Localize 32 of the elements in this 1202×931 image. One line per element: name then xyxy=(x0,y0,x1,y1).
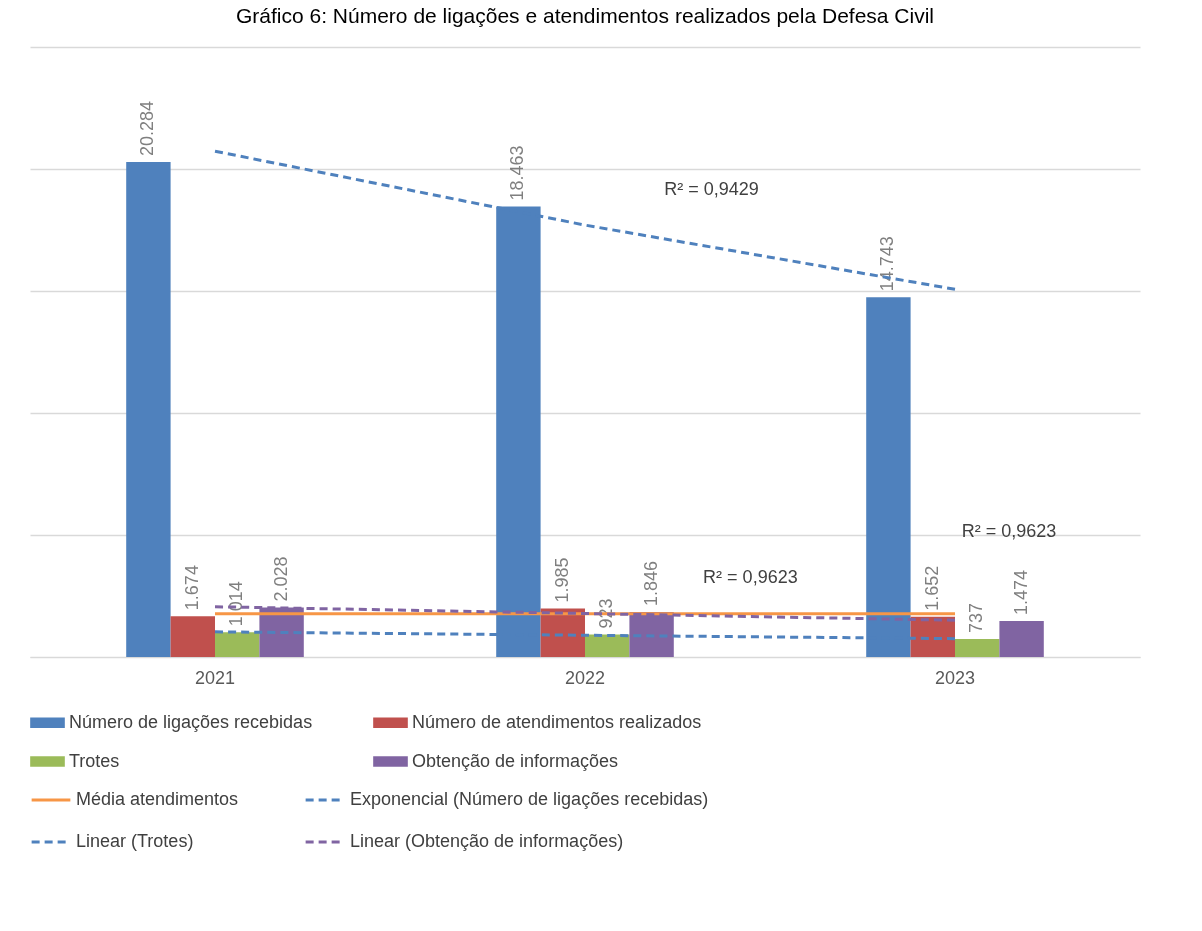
bar xyxy=(170,616,215,657)
data-label: 14.743 xyxy=(877,236,898,292)
bar xyxy=(999,621,1044,657)
chart-title: Gráfico 6: Número de ligações e atendimentos realizados pela Defesa Civil xyxy=(235,4,935,27)
x-tick-label: 2023 xyxy=(934,667,976,688)
x-tick-label: 2022 xyxy=(564,667,606,688)
annotation: R² = 0,9429 xyxy=(664,179,759,200)
bar xyxy=(955,639,1000,657)
data-label: 20.284 xyxy=(137,101,158,157)
legend-label: Exponencial (Número de ligações recebidas) xyxy=(350,789,709,809)
data-label: 1.014 xyxy=(226,581,247,627)
data-label: 737 xyxy=(966,602,987,634)
data-label: 1.846 xyxy=(640,560,661,606)
data-label: 1.985 xyxy=(551,557,572,603)
data-label: 1.652 xyxy=(921,565,942,611)
x-tick-label: 2021 xyxy=(194,667,236,688)
data-label: 2.028 xyxy=(270,556,291,602)
legend-label: Linear (Trotes) xyxy=(76,831,194,851)
bar xyxy=(126,162,171,657)
legend-label: Linear (Obtenção de informações) xyxy=(350,831,624,851)
annotation: R² = 0,9623 xyxy=(703,566,798,587)
data-label: 1.674 xyxy=(181,565,202,611)
bar xyxy=(585,634,630,657)
legend-label: Trotes xyxy=(69,750,120,771)
data-label: 1.474 xyxy=(1010,569,1031,616)
legend-label: Obtenção de informações xyxy=(412,750,619,771)
annotation: R² = 0,9623 xyxy=(961,520,1057,541)
legend-label: Média atendimentos xyxy=(76,789,239,809)
data-label: 18.463 xyxy=(507,145,528,201)
bar xyxy=(215,632,260,657)
legend-label: Número de ligações recebidas xyxy=(69,711,313,732)
legend-label: Número de atendimentos realizados xyxy=(412,711,702,732)
